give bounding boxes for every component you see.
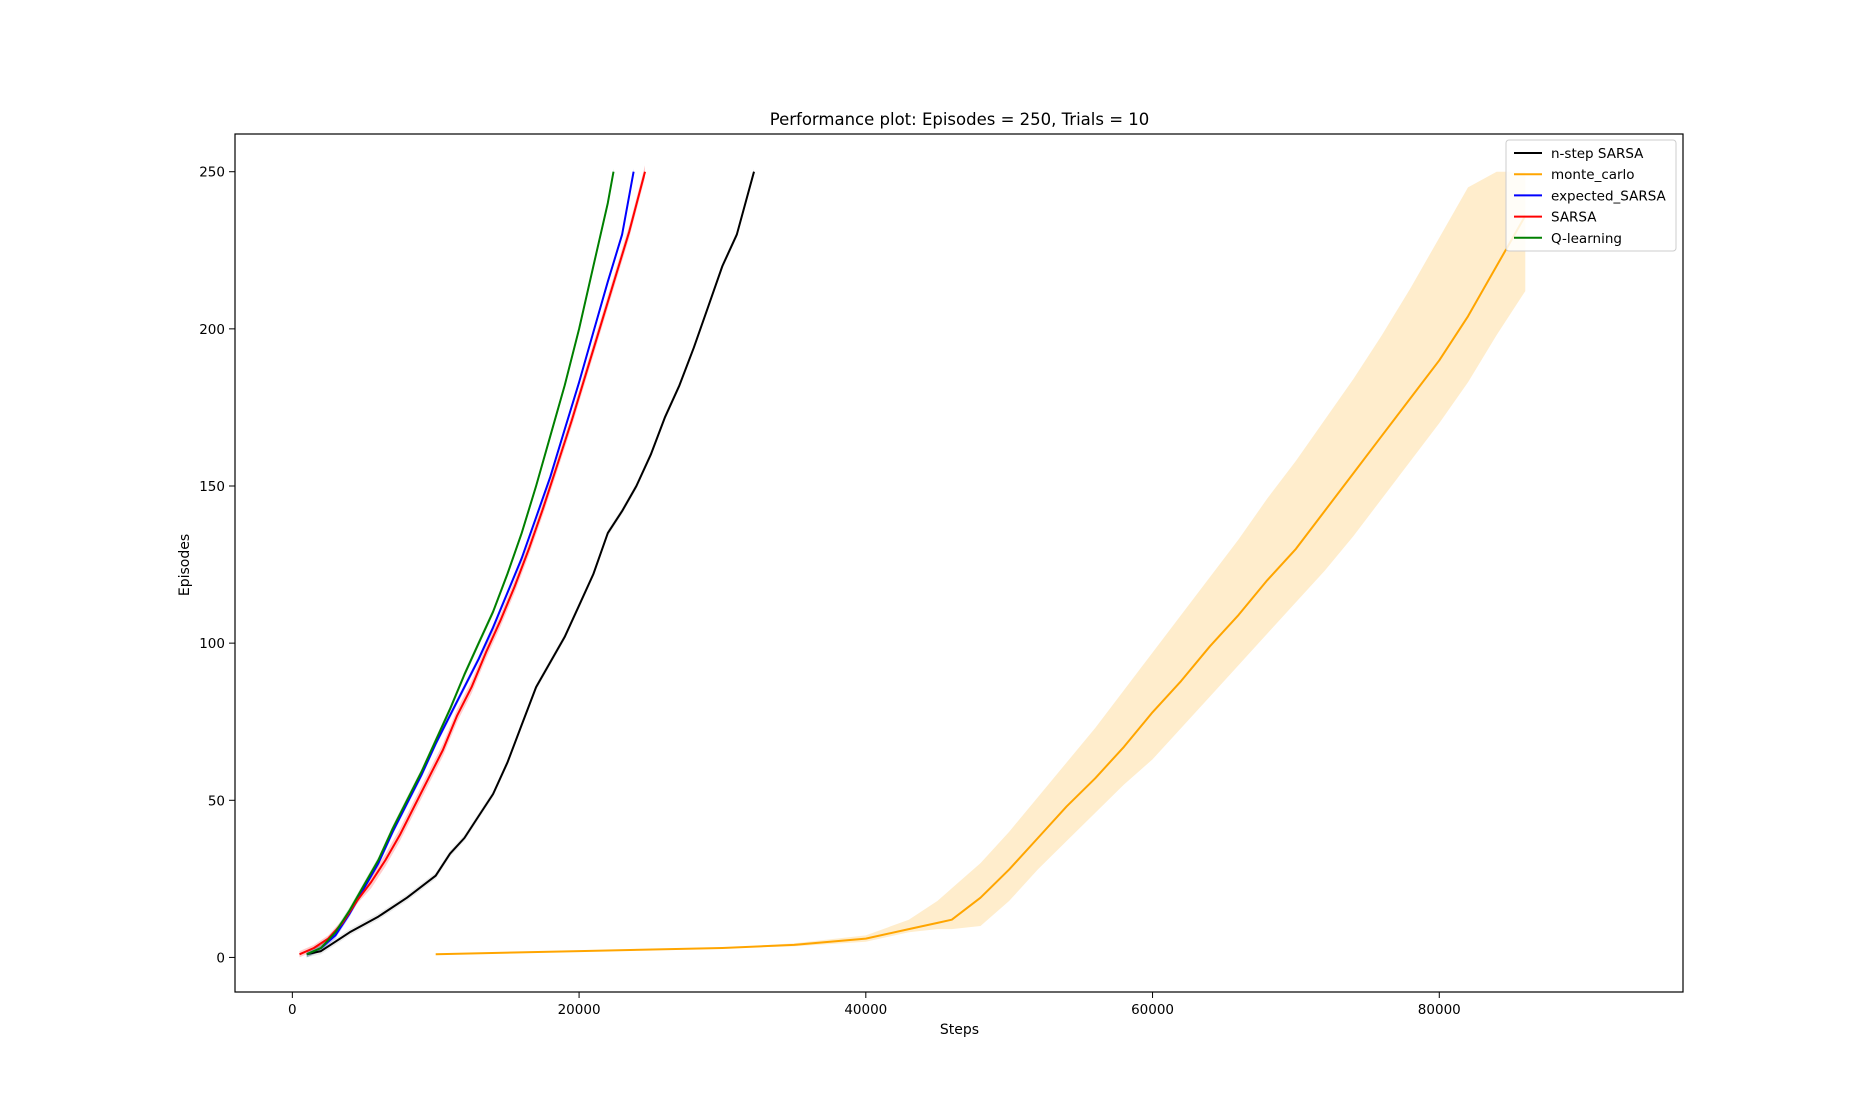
legend-label-expected-sarsa: expected_SARSA <box>1551 188 1667 204</box>
legend-box <box>1505 139 1677 252</box>
band-monte-carlo <box>435 171 1526 955</box>
y-tick-label: 50 <box>208 793 225 809</box>
x-tick-label: 40000 <box>844 1002 887 1018</box>
x-axis: 0 20000 40000 60000 80000 <box>288 992 1461 1018</box>
line-sarsa <box>299 171 646 956</box>
legend: n-step SARSA monte_carlo expected_SARSA SAR… <box>1505 139 1677 252</box>
x-tick-label: 60000 <box>1131 1002 1174 1018</box>
x-tick-label: 20000 <box>558 1002 601 1018</box>
series-lines <box>299 171 1527 956</box>
y-tick-label: 100 <box>199 636 225 652</box>
y-tick-label: 0 <box>216 950 225 966</box>
x-tick-label: 80000 <box>1418 1002 1461 1018</box>
confidence-bands <box>299 165 1526 958</box>
legend-label-q-learning: Q-learning <box>1551 231 1622 247</box>
chart-title: Performance plot: Episodes = 250, Trials… <box>770 110 1150 129</box>
y-tick-label: 200 <box>199 322 225 338</box>
y-axis-label: Episodes <box>177 534 193 596</box>
x-tick-label: 0 <box>288 1002 297 1018</box>
line-q-learning <box>306 171 615 956</box>
y-tick-label: 250 <box>199 165 225 181</box>
legend-label-monte-carlo: monte_carlo <box>1551 167 1635 183</box>
legend-label-sarsa: SARSA <box>1551 210 1597 226</box>
plot-frame <box>234 133 1684 993</box>
legend-label-n-step-sarsa: n-step SARSA <box>1551 146 1644 162</box>
y-axis: 0 50 100 150 200 250 <box>199 165 235 966</box>
y-tick-label: 150 <box>199 479 225 495</box>
line-expected-sarsa <box>306 171 635 956</box>
line-monte-carlo <box>435 215 1527 956</box>
x-axis-label: Steps <box>940 1022 979 1038</box>
line-n-step-sarsa <box>306 171 755 956</box>
